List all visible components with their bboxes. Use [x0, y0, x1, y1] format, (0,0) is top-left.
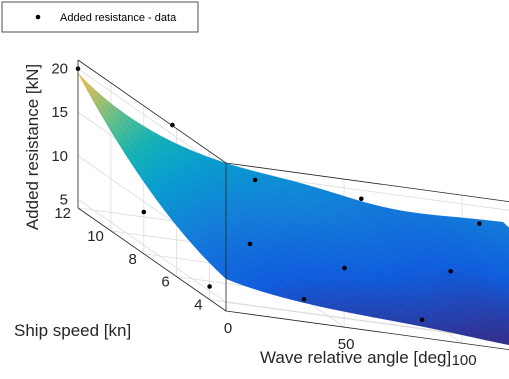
data-point: [342, 266, 347, 271]
z-tick-label: 15: [51, 104, 68, 121]
x-axis-label: Wave relative angle [deg]: [260, 348, 451, 367]
y-tick-label: 12: [54, 205, 71, 222]
z-tick-label: 20: [51, 61, 68, 78]
legend: Added resistance - data: [2, 2, 198, 32]
data-point: [448, 269, 453, 274]
y-axis-label: Ship speed [kn]: [14, 321, 131, 340]
x-tick-label: 100: [452, 352, 477, 369]
y-tick-label: 10: [87, 228, 104, 245]
data-point: [207, 284, 212, 289]
data-point: [253, 178, 258, 183]
y-tick-label: 8: [128, 251, 136, 268]
legend-marker: [36, 15, 41, 20]
data-point: [248, 242, 253, 247]
data-point: [477, 221, 482, 226]
data-point: [359, 197, 364, 202]
y-tick-label: 4: [194, 297, 202, 314]
z-axis-label: Added resistance [kN]: [23, 64, 42, 230]
z-tick-label: 10: [51, 148, 68, 165]
x-tick-label: 0: [224, 320, 232, 337]
data-point: [302, 297, 307, 302]
y-tick-label: 6: [161, 274, 169, 291]
data-point: [142, 210, 147, 215]
data-point: [420, 318, 425, 323]
legend-entry: Added resistance - data: [60, 12, 177, 24]
